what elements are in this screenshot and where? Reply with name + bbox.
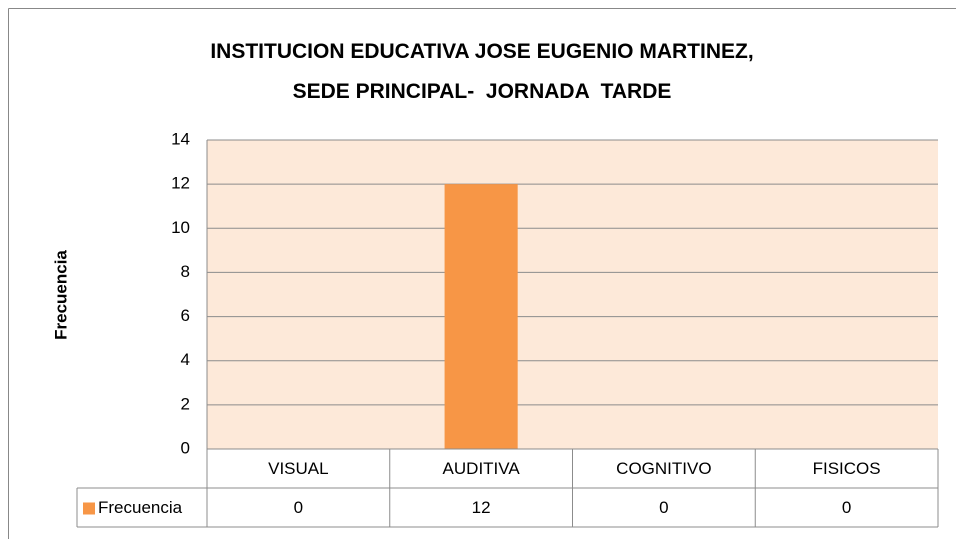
table-value: 0: [294, 498, 303, 517]
table-value: 0: [659, 498, 668, 517]
x-tick-label: COGNITIVO: [616, 459, 711, 478]
y-tick-label: 12: [171, 174, 190, 193]
x-tick-label: FISICOS: [813, 459, 881, 478]
table-value: 12: [472, 498, 491, 517]
y-tick-label: 8: [181, 262, 190, 281]
table-value: 0: [842, 498, 851, 517]
x-tick-label: VISUAL: [268, 459, 328, 478]
legend-swatch: [83, 502, 95, 515]
legend-label: Frecuencia: [98, 498, 183, 517]
x-tick-label: AUDITIVA: [443, 459, 521, 478]
y-tick-label: 4: [181, 350, 190, 369]
plot-area: [207, 140, 938, 449]
y-tick-label: 0: [181, 438, 190, 457]
bar: [444, 184, 518, 449]
y-tick-label: 10: [171, 218, 190, 237]
y-axis-title: Frecuencia: [51, 250, 70, 340]
y-tick-label: 6: [181, 306, 190, 325]
y-tick-label: 14: [171, 129, 190, 148]
chart-title: INSTITUCION EDUCATIVA JOSE EUGENIO MARTI…: [210, 40, 754, 103]
y-tick-label: 2: [181, 394, 190, 413]
